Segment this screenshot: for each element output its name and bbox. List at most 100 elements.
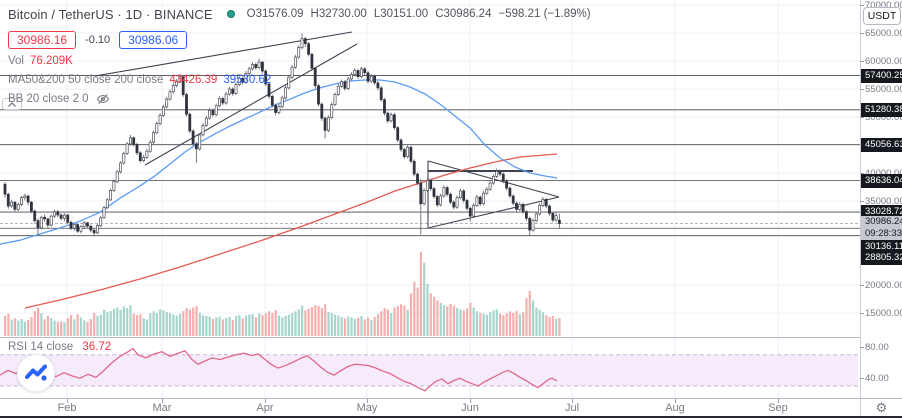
volume-bar	[466, 308, 469, 336]
volume-bar	[30, 317, 33, 336]
volume-bar	[499, 313, 502, 336]
volume-bar	[330, 313, 333, 336]
volume-bar	[317, 306, 320, 336]
volume-bar	[83, 320, 86, 336]
volume-bar	[459, 309, 462, 336]
candle-body	[521, 204, 525, 212]
volume-bar	[231, 319, 234, 336]
buy-price-button[interactable]: 30986.06	[119, 30, 188, 49]
volume-bar	[423, 262, 426, 336]
price-chart-canvas[interactable]	[0, 0, 860, 398]
volume-bar	[518, 314, 521, 336]
pane-divider-axis	[0, 398, 902, 399]
volume-bar	[446, 306, 449, 336]
volume-bar	[508, 311, 512, 336]
volume-label: Vol	[8, 55, 24, 67]
pane-divider-price-rsi[interactable]	[0, 337, 902, 338]
volume-bar	[442, 305, 446, 336]
volume-bar	[327, 311, 330, 336]
month-label[interactable]: Feb	[57, 402, 77, 414]
month-label[interactable]: Jul	[564, 402, 580, 414]
candle-body	[445, 187, 449, 195]
ma-indicator-row[interactable]: MA50&200 50 close 200 close 43426.39 395…	[8, 73, 598, 87]
candle-body	[419, 182, 423, 205]
candle-body	[416, 173, 419, 184]
month-label[interactable]: Jun	[461, 402, 479, 414]
volume-bar	[390, 313, 393, 336]
candle-body	[511, 195, 515, 204]
candle-body	[138, 152, 142, 161]
candle-body	[198, 134, 202, 150]
axis-tick-mark	[860, 313, 864, 314]
candle-body	[475, 196, 479, 206]
candle-body	[260, 61, 264, 72]
tradingview-logo[interactable]	[17, 354, 55, 392]
volume-bar	[277, 315, 281, 336]
currency-toggle-button[interactable]: USDT	[863, 7, 901, 25]
candle-body	[135, 144, 139, 154]
volume-bar	[274, 309, 277, 336]
candle-body	[162, 106, 165, 116]
symbol-title[interactable]: Bitcoin / TetherUS · 1D · BINANCE	[8, 6, 213, 22]
ma-value-red: 43426.39	[169, 74, 218, 86]
volume-bar	[103, 309, 106, 336]
time-axis[interactable]: Feb Mar Apr May Jun Jul Aug Sep	[0, 399, 902, 416]
volume-bar	[495, 309, 498, 336]
rsi-line	[0, 347, 558, 392]
volume-bar	[89, 318, 92, 336]
month-label[interactable]: Aug	[665, 402, 685, 414]
volume-bar	[456, 308, 459, 336]
month-label[interactable]: Mar	[152, 402, 172, 414]
legend-collapse-button[interactable]	[2, 98, 22, 110]
candle-body	[145, 150, 149, 158]
bb-indicator-row[interactable]: BB 20 close 2 0	[8, 92, 598, 106]
candle-body	[155, 123, 159, 133]
price-axis[interactable]: USDT 70000.00 65000.00 60000.00 55000.00 500…	[860, 0, 902, 398]
volume-bar	[383, 308, 386, 336]
volume-bar	[10, 319, 13, 336]
trendline-drawing	[144, 43, 358, 166]
candle-body	[188, 113, 192, 132]
candle-body	[115, 171, 119, 182]
gear-icon[interactable]: ⚙	[875, 400, 888, 415]
month-label[interactable]: Sep	[768, 402, 788, 414]
candle-body	[231, 88, 235, 94]
volume-bar	[40, 313, 43, 336]
candle-body	[379, 87, 383, 100]
volume-indicator-row[interactable]: Vol 76.209K	[8, 54, 598, 68]
month-label[interactable]: Apr	[256, 402, 274, 414]
volume-bar	[512, 312, 515, 336]
ma-value-blue: 39530.62	[223, 74, 272, 86]
volume-bar	[522, 312, 525, 336]
candle-body	[505, 180, 509, 189]
volume-bar	[99, 314, 102, 336]
volume-bar	[145, 319, 149, 336]
volume-bar	[93, 312, 96, 336]
candle-body	[112, 181, 116, 191]
candle-body	[435, 196, 439, 206]
rsi-indicator-row[interactable]: RSI 14 close 36.72	[8, 341, 111, 353]
axis-tick-mark	[860, 173, 864, 174]
candle-body	[508, 187, 512, 197]
volume-bar	[109, 311, 112, 336]
candle-body	[33, 210, 37, 221]
month-label[interactable]: May	[356, 402, 378, 414]
volume-bar	[244, 315, 248, 336]
axis-tick-mark	[860, 61, 864, 62]
trendline-drawing	[94, 31, 353, 77]
candle-body	[389, 114, 393, 122]
candle-body	[66, 214, 70, 223]
axis-tick-mark	[860, 285, 864, 286]
trendline-drawing	[427, 196, 560, 229]
candle-body	[46, 218, 50, 226]
sell-price-button[interactable]: 30986.16	[8, 30, 77, 49]
candle-body	[86, 222, 89, 227]
candle-body	[208, 109, 212, 119]
eye-hidden-icon[interactable]	[96, 92, 110, 106]
volume-value: 76.209K	[30, 55, 73, 67]
candle-body	[16, 204, 20, 210]
volume-bar	[419, 251, 422, 336]
volume-bar	[350, 317, 353, 336]
volume-bar	[43, 319, 46, 336]
